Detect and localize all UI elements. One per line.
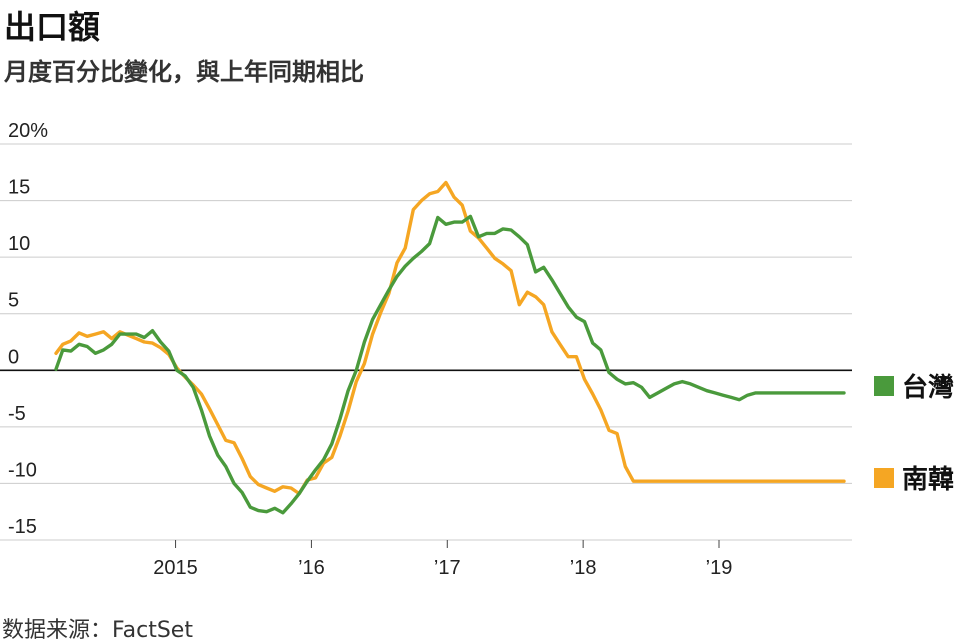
y-tick-label: -5 <box>8 403 26 425</box>
x-tick-label: 2015 <box>153 557 198 579</box>
x-axis-ticks: 2015 ’16 ’17 ’18 ’19 <box>153 540 732 579</box>
y-axis-ticks: 20% 15 10 5 0 -5 -10 -15 <box>8 120 48 538</box>
y-tick-label: 20% <box>8 120 48 142</box>
x-tick-label: ’17 <box>434 557 461 579</box>
x-tick-label: ’18 <box>570 557 597 579</box>
series-line-0 <box>54 214 846 515</box>
chart-title: 出口額 <box>4 8 101 46</box>
x-tick-label: ’16 <box>298 557 325 579</box>
series-lines <box>54 180 846 515</box>
series-line-1 <box>54 180 846 496</box>
legend-swatch <box>874 468 894 488</box>
legend-label: 台灣 <box>902 372 954 403</box>
y-tick-label: -10 <box>8 459 37 481</box>
y-tick-label: -15 <box>8 516 37 538</box>
y-tick-label: 15 <box>8 177 30 199</box>
grid-lines <box>0 143 852 541</box>
y-tick-label: 0 <box>8 346 19 368</box>
x-tick-label: ’19 <box>706 557 733 579</box>
legend-label: 南韓 <box>902 465 954 495</box>
chart-subtitle: 月度百分比變化，與上年同期相比 <box>4 58 364 86</box>
y-tick-label: 10 <box>8 233 30 255</box>
source-note: 数据来源：FactSet <box>2 618 193 643</box>
legend-swatch <box>874 376 894 396</box>
y-tick-label: 5 <box>8 290 19 312</box>
